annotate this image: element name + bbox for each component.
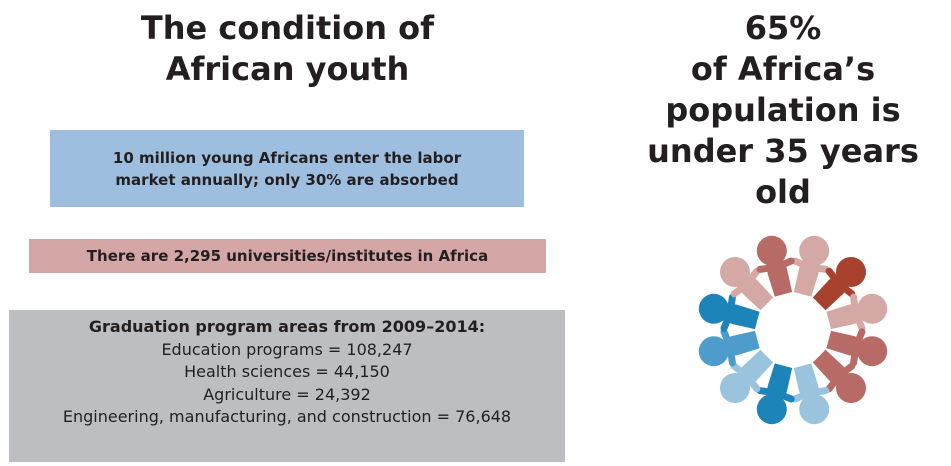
person-arm: [825, 372, 843, 393]
person-head: [720, 373, 750, 403]
stat-line-2: of Africa’s: [690, 50, 876, 88]
person-arm: [852, 309, 866, 332]
people-circle-icon: [656, 198, 931, 462]
person-arm: [835, 280, 856, 298]
title-line-2: African youth: [165, 50, 410, 88]
person-figure: [791, 235, 830, 297]
person-body: [793, 363, 820, 410]
person-arm: [726, 293, 736, 317]
person-body: [826, 330, 873, 357]
person-body: [713, 303, 760, 330]
graduation-heading: Graduation program areas from 2009–2014:: [88, 317, 486, 336]
person-arm: [720, 328, 734, 351]
person-figure: [756, 363, 795, 425]
person-figure: [720, 257, 774, 311]
person-head: [720, 257, 750, 287]
stat-line-3: population is: [665, 91, 901, 129]
universities-text: There are 2,295 universities/institutes …: [86, 247, 489, 265]
person-figure: [698, 293, 760, 332]
graduation-box: Graduation program areas from 2009–2014:…: [9, 310, 565, 462]
person-arm: [850, 343, 860, 367]
person-arm: [772, 257, 795, 271]
person-arm: [756, 387, 780, 397]
person-body: [793, 250, 820, 297]
graduation-line-education: Education programs = 108,247: [161, 339, 413, 359]
person-body: [766, 363, 793, 410]
person-body: [731, 268, 774, 311]
labor-market-box: 10 million young Africans enter the labo…: [50, 130, 524, 207]
person-figure: [826, 328, 888, 367]
person-body: [766, 250, 793, 297]
graduation-line-agriculture: Agriculture = 24,392: [203, 384, 371, 404]
title-line-1: The condition of: [140, 9, 435, 47]
people-circle-illustration: [698, 235, 888, 425]
universities-box: There are 2,295 universities/institutes …: [29, 239, 546, 273]
labor-market-text: 10 million young Africans enter the labo…: [112, 148, 462, 189]
graduation-line-health: Health sciences = 44,150: [184, 362, 390, 381]
person-figure: [812, 257, 866, 311]
person-body: [713, 330, 760, 357]
person-figure: [812, 349, 866, 403]
population-stat: 65% of Africa’s population is under 35 y…: [615, 8, 951, 213]
graduation-line-engineering: Engineering, manufacturing, and construc…: [62, 407, 512, 426]
person-body: [731, 349, 774, 392]
person-figure: [698, 328, 760, 367]
person-arm: [730, 362, 751, 380]
page-title: The condition of African youth: [60, 8, 515, 90]
person-arm: [791, 389, 814, 403]
person-body: [826, 303, 873, 330]
person-arm: [743, 267, 761, 288]
person-body: [812, 349, 855, 392]
stat-line-4: under 35 years old: [647, 132, 919, 211]
person-head: [836, 373, 866, 403]
person-figure: [826, 293, 888, 332]
person-arm: [806, 263, 830, 273]
person-figure: [756, 235, 795, 297]
person-figure: [720, 349, 774, 403]
person-head: [836, 257, 866, 287]
person-figure: [791, 363, 830, 425]
person-body: [812, 268, 855, 311]
stat-line-1: 65%: [744, 9, 822, 47]
